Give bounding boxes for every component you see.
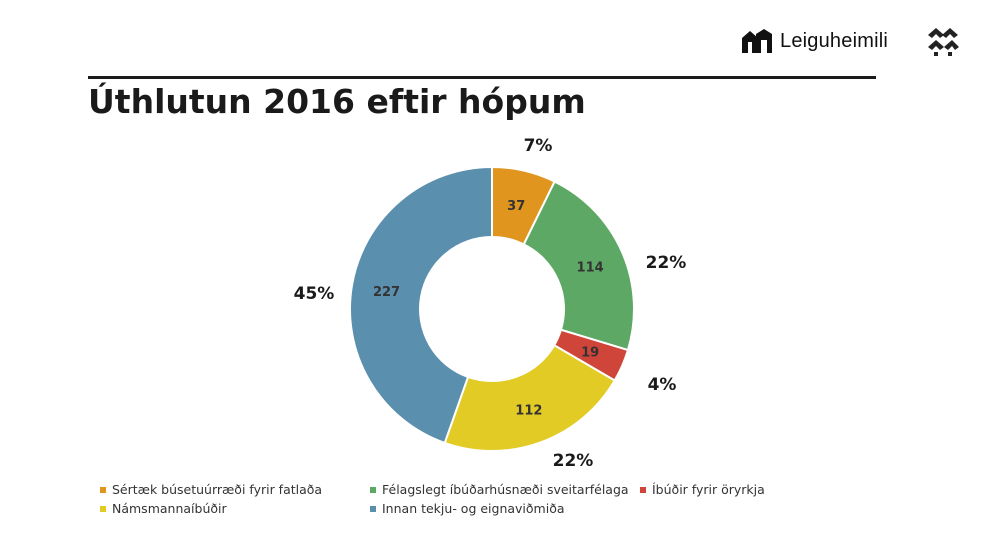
- legend-item: Innan tekju- og eignaviðmiða: [370, 501, 565, 516]
- legend-swatch: [100, 486, 106, 493]
- legend-label: Sértæk búsetuúrræði fyrir fatlaða: [112, 482, 323, 497]
- brand-logo[interactable]: Leiguheimili: [740, 28, 888, 54]
- legend-item: Sértæk búsetuúrræði fyrir fatlaða: [100, 482, 322, 497]
- slice-value-label: 114: [577, 260, 604, 275]
- page-title: Úthlutun 2016 eftir hópum: [88, 82, 586, 121]
- legend-swatch: [640, 486, 646, 493]
- legend-item: Íbúðir fyrir öryrkja: [640, 482, 765, 497]
- title-divider: [88, 76, 876, 79]
- legend-swatch: [370, 505, 376, 512]
- house-logo-icon: [742, 29, 772, 53]
- brand-name: Leiguheimili: [780, 29, 889, 52]
- donut-slice: [349, 165, 493, 445]
- slice-value-label: 227: [373, 285, 400, 300]
- slice-percent-label: 7%: [524, 136, 553, 156]
- slice-value-label: 19: [581, 346, 599, 361]
- legend-item: Námsmannaíbúðir: [100, 501, 227, 516]
- slice-value-label: 112: [515, 403, 542, 418]
- slice-percent-label: 22%: [646, 253, 687, 273]
- slice-percent-label: 4%: [648, 375, 677, 395]
- legend-label: Innan tekju- og eignaviðmiða: [382, 501, 565, 516]
- legend-label: Íbúðir fyrir öryrkja: [652, 482, 765, 497]
- legend-swatch: [370, 486, 376, 493]
- legend-swatch: [100, 505, 106, 512]
- legend-label: Félagslegt íbúðarhúsnæði sveitarfélaga: [382, 482, 629, 497]
- slice-value-label: 37: [507, 199, 525, 214]
- legend-label: Námsmannaíbúðir: [112, 501, 227, 516]
- legend-item: Félagslegt íbúðarhúsnæði sveitarfélaga: [370, 482, 629, 497]
- houses-emblem-icon: [928, 28, 959, 56]
- donut-slice: [522, 180, 635, 352]
- donut-slice: [443, 343, 617, 452]
- slice-percent-label: 22%: [553, 451, 594, 471]
- slice-percent-label: 45%: [294, 284, 335, 304]
